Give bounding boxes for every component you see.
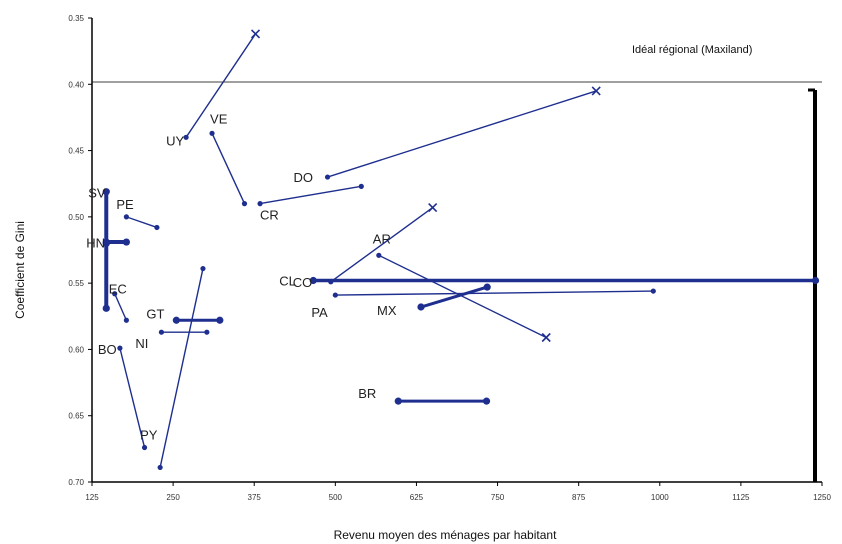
x-tick-label: 375 (248, 493, 262, 502)
data-point-pa (650, 288, 656, 294)
series-line-mx (420, 285, 488, 309)
data-point-cl (811, 276, 820, 285)
data-point-br (394, 397, 402, 405)
x-axis-title: Revenu moyen des ménages par habitant (334, 528, 557, 542)
data-point-cr (257, 201, 263, 207)
y-tick-label: 0.55 (68, 279, 84, 288)
data-point-cl (309, 276, 317, 285)
y-tick-label: 0.40 (68, 80, 84, 89)
country-label-ni: NI (135, 336, 148, 351)
data-point-pa (332, 292, 338, 298)
data-point-mx (417, 303, 425, 311)
data-point-ar (376, 252, 382, 258)
country-label-cl: CL (279, 273, 296, 288)
data-point-ni (204, 329, 210, 335)
series-line-ar (378, 254, 547, 339)
country-label-mx: MX (377, 303, 397, 318)
data-point-uy (183, 134, 189, 140)
series-line-cr (259, 185, 362, 205)
data-point-py (157, 464, 163, 471)
series-line-ec (114, 293, 128, 321)
country-label-br: BR (358, 386, 376, 401)
x-tick-label: 1250 (813, 493, 831, 502)
series-line-bo (119, 347, 146, 448)
series-line-py (159, 268, 204, 468)
series-line-ve (211, 133, 246, 204)
data-point-ec (123, 317, 129, 323)
data-point-ec (112, 291, 118, 297)
country-label-sv: SV (88, 186, 106, 201)
x-ticks: 125 250 375 500 625 750 875 1000 1125 1250 (85, 482, 831, 502)
country-label-pe: PE (116, 197, 134, 212)
x-tick-label: 625 (410, 493, 424, 502)
data-point-gt (172, 316, 180, 324)
data-point-mx (483, 283, 491, 291)
x-tick-label: 750 (491, 493, 505, 502)
country-label-py: PY (140, 427, 158, 442)
data-point-gt (216, 316, 224, 324)
series-layer (102, 29, 820, 471)
reference-line-label: Idéal régional (Maxiland) (632, 44, 752, 56)
series-line-uy (185, 33, 257, 138)
data-point-sv (102, 188, 110, 196)
x-tick-label: 500 (329, 493, 343, 502)
data-point-ni (158, 329, 165, 335)
data-point-uy (250, 29, 261, 39)
data-point-cr (358, 183, 364, 189)
x-tick-label: 125 (85, 493, 99, 502)
y-axis-title: Coefficient de Gini (13, 221, 27, 319)
y-tick-label: 0.50 (68, 213, 84, 222)
data-point-pe (123, 214, 129, 220)
data-point-sv (122, 238, 130, 246)
country-label-uy: UY (166, 133, 184, 148)
y-tick-label: 0.45 (68, 147, 84, 156)
country-label-co: CO (293, 275, 313, 290)
series-line-do (327, 90, 597, 178)
series-line-pe (126, 216, 158, 229)
plot-frame (91, 18, 822, 483)
series-line-pa (335, 290, 654, 296)
country-label-do: DO (294, 170, 314, 185)
y-tick-label: 0.65 (68, 412, 84, 421)
data-point-bo (117, 345, 123, 351)
data-point-br (482, 397, 491, 405)
y-tick-label: 0.60 (68, 345, 84, 354)
series-line-co (330, 207, 434, 283)
y-tick-label: 0.70 (68, 478, 84, 487)
country-label-ve: VE (210, 111, 228, 126)
data-point-py (200, 265, 206, 272)
data-point-hn (102, 304, 110, 312)
label-layer: UY VE DO CR PE SV CO AR CL PY EC HN GT PA MX BO NI BR (86, 111, 397, 442)
data-point-do (324, 174, 331, 180)
data-point-co (428, 203, 438, 213)
country-label-gt: GT (146, 306, 164, 321)
country-label-ar: AR (373, 231, 391, 246)
y-tick-label: 0.35 (68, 14, 84, 23)
x-tick-label: 250 (166, 493, 180, 502)
data-point-pe (154, 224, 160, 231)
data-point-bo (141, 444, 148, 451)
country-label-hn: HN (86, 235, 105, 250)
country-label-bo: BO (98, 342, 117, 357)
data-point-do (591, 86, 601, 96)
x-tick-label: 1000 (651, 493, 669, 502)
country-label-cr: CR (260, 208, 279, 223)
data-point-ar (541, 332, 551, 343)
country-label-ec: EC (109, 282, 127, 297)
y-ticks: 0.35 0.40 0.45 0.50 0.55 0.60 0.65 0.70 (68, 14, 92, 487)
data-point-ve (209, 130, 215, 136)
data-point-hn (102, 239, 110, 247)
x-tick-label: 875 (572, 493, 586, 502)
data-point-ve (241, 201, 248, 207)
reference: Idéal régional (Maxiland) (92, 44, 822, 83)
country-label-pa: PA (311, 305, 328, 320)
x-tick-label: 1125 (732, 493, 750, 502)
